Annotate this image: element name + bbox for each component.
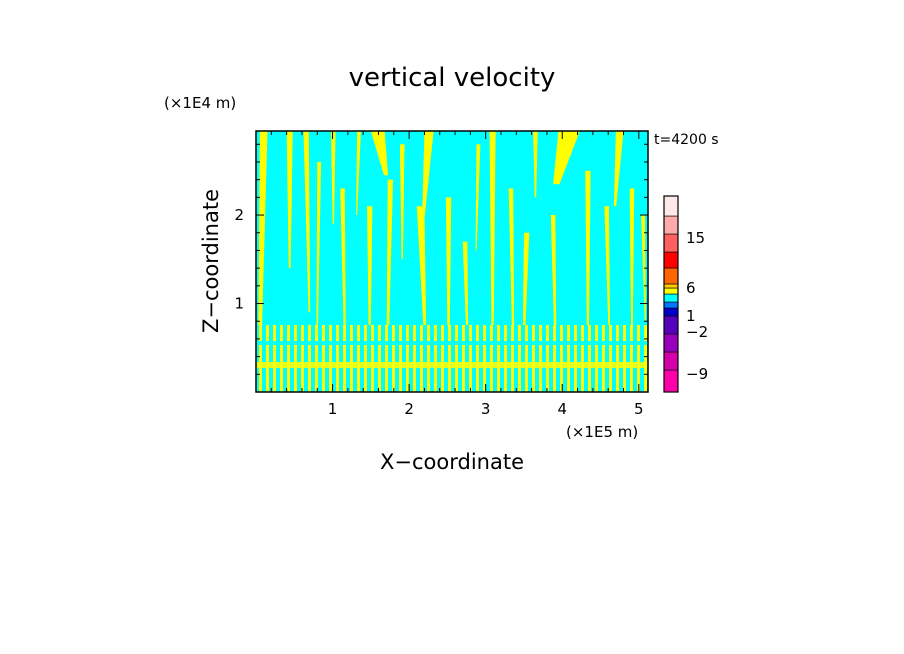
updraft-plume [399,144,405,260]
colorbar-bin [663,267,679,285]
x-tick-label: 4 [557,400,567,418]
updraft-plume [356,131,361,216]
updraft-plume [416,206,427,339]
updraft-plume [445,197,452,366]
x-axis-ticks: 1 2 3 4 5 [270,131,644,418]
x-tick-label: 1 [328,400,338,418]
colorbar-bin [663,293,679,303]
y-axis-unit: (×1E4 m) [164,94,236,112]
colorbar-label: 1 [686,307,696,325]
x-axis-label: X−coordinate [380,450,524,474]
y-axis-label: Z−coordinate [199,189,223,333]
x-tick-label: 3 [481,400,491,418]
colorbar-bin [663,233,679,253]
colorbar-bin [663,287,679,295]
colorbar-frame [663,195,679,393]
colorbar-label: 6 [686,279,696,297]
boundary-band-1 [256,362,648,368]
updraft-plume [629,188,635,348]
boundary-band-2 [256,341,648,345]
colorbar-label: −2 [686,323,708,341]
updraft-plume [367,206,373,348]
y-tick-label: 2 [234,206,244,224]
updraft-plume [475,144,481,251]
updraft-plume [286,131,293,269]
colorbar: 15 6 1−2 −9 [663,195,708,393]
colorbar-label: 15 [686,229,705,247]
colorbar-bin [663,369,679,393]
updraft-plume [641,215,646,322]
updraft-plume [316,161,322,357]
updraft-plume [370,131,389,176]
colorbar-bin [663,215,679,235]
updraft-plume [553,131,580,185]
y-tick-label: 1 [234,295,244,313]
x-axis-unit: (×1E5 m) [566,423,638,441]
updraft-plume [604,206,611,339]
colorbar-bin [663,251,679,269]
colorbar-bin [663,315,679,335]
colorbar-bin [663,351,679,371]
x-tick-label: 5 [634,400,644,418]
updraft-plume [489,131,496,348]
colorbar-bin [663,301,679,309]
colorbar-bin [663,283,679,289]
boundary-layer [256,325,648,392]
updraft-plume [613,131,624,207]
colorbar-bin [663,307,679,317]
updraft-plume [533,131,538,198]
plot-area [256,131,648,392]
x-tick-label: 2 [404,400,414,418]
plume-layer [257,131,646,392]
plot-frame [255,130,649,393]
y-axis-ticks: 12 [234,143,648,375]
updraft-plume [303,131,311,313]
updraft-plume [422,131,434,216]
colorbar-bin [663,195,679,217]
updraft-plume [331,131,336,224]
time-label: t=4200 s [654,132,719,148]
colorbar-label: −9 [686,365,708,383]
updraft-plume [585,170,591,357]
updraft-plume [340,188,346,366]
chart-title: vertical velocity [349,63,556,93]
colorbar-bin [663,333,679,353]
